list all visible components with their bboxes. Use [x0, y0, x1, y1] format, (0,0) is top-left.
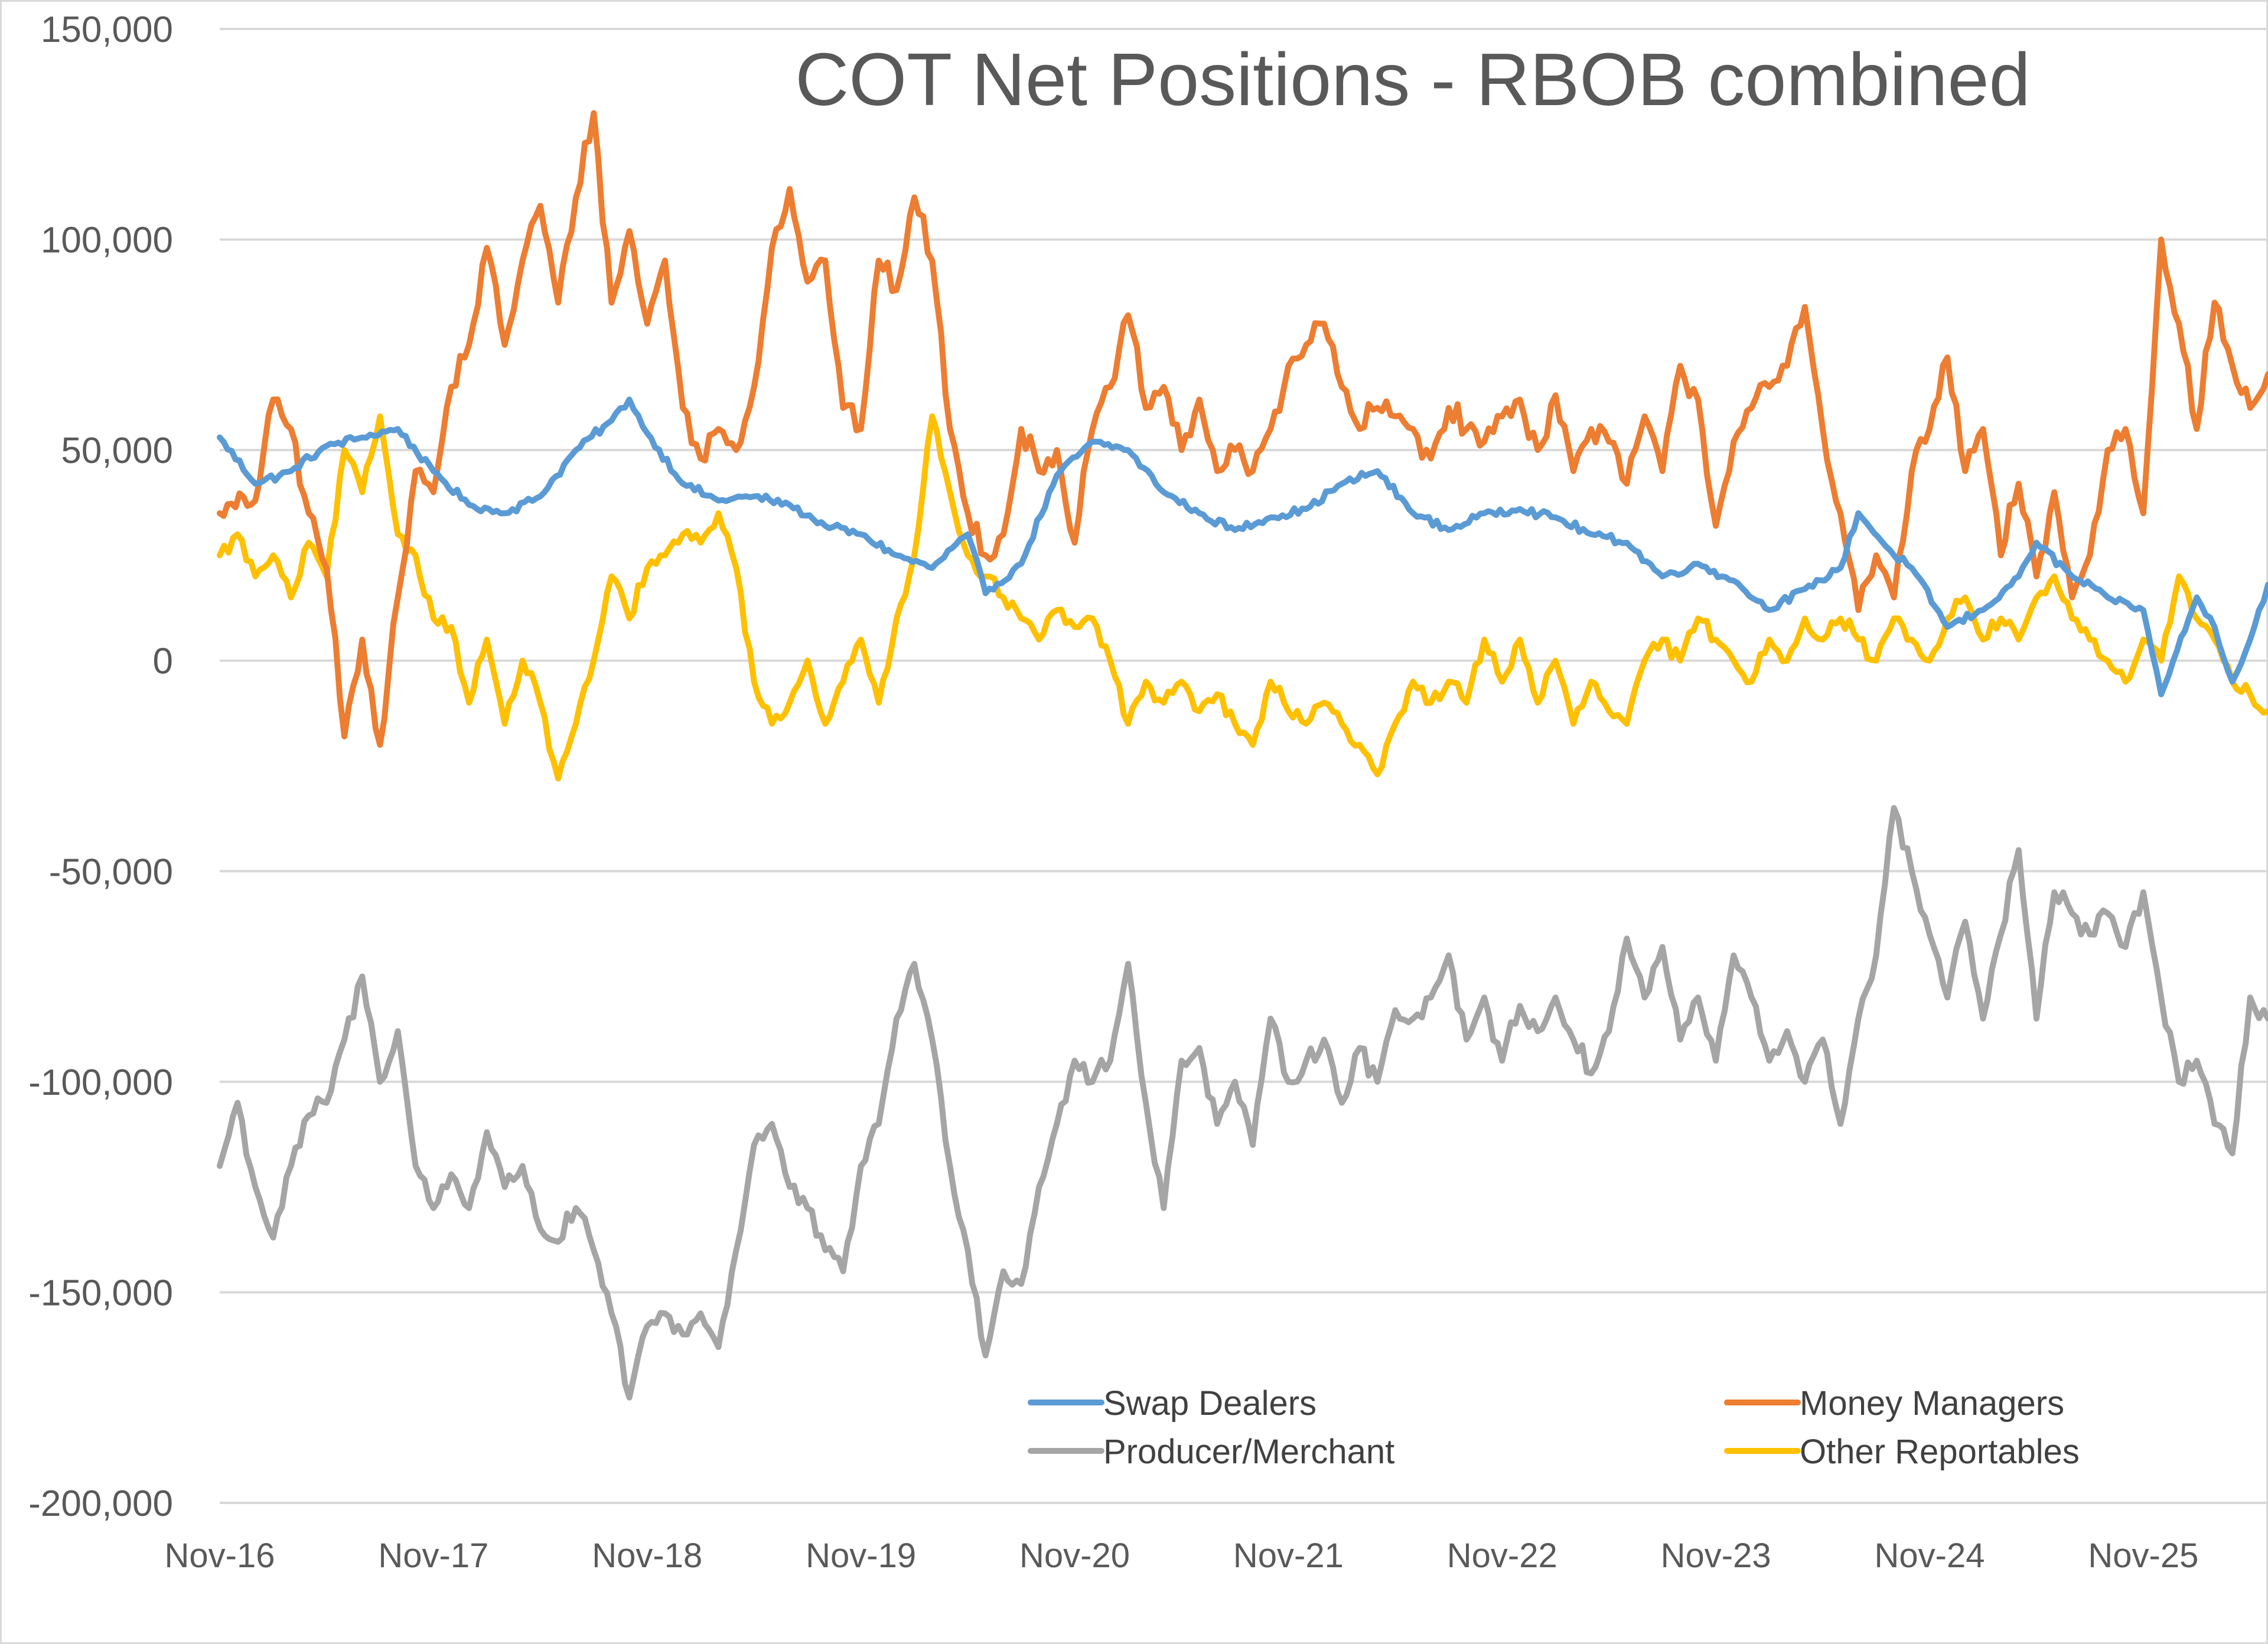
y-tick-label: -200,000	[28, 1483, 173, 1524]
y-axis-tick-labels: 150,000 100,000 50,000 0 -50,000 -100,000 -150…	[28, 9, 173, 1524]
series-line	[217, 396, 2268, 697]
legend-label: Money Managers	[1800, 1384, 2064, 1423]
x-tick-label: Nov-17	[378, 1537, 488, 1575]
x-tick-label: Nov-22	[1447, 1537, 1557, 1575]
series-line	[217, 413, 2268, 782]
y-tick-label: 150,000	[41, 9, 173, 50]
y-tick-label: -50,000	[49, 852, 173, 892]
x-tick-label: Nov-20	[1019, 1537, 1130, 1575]
x-tick-label: Nov-21	[1233, 1537, 1344, 1575]
series-lines	[217, 110, 2268, 1401]
x-tick-label: Nov-25	[2088, 1537, 2198, 1575]
series-line	[217, 110, 2268, 748]
x-tick-label: Nov-23	[1661, 1537, 1771, 1575]
x-tick-label: Nov-19	[806, 1537, 916, 1575]
series-line	[217, 805, 2268, 1401]
legend-label: Swap Dealers	[1103, 1384, 1317, 1423]
x-tick-label: Nov-16	[165, 1537, 275, 1575]
legend-label: Producer/Merchant	[1103, 1433, 1394, 1471]
y-tick-label: 50,000	[61, 430, 173, 471]
x-tick-label: Nov-24	[1875, 1537, 1985, 1575]
x-tick-label: Nov-18	[592, 1537, 702, 1575]
y-tick-label: 0	[153, 641, 173, 682]
legend-label: Other Reportables	[1800, 1433, 2080, 1471]
chart-title: COT Net Positions - RBOB combined	[795, 38, 2030, 121]
x-axis-tick-labels: Nov-16 Nov-17 Nov-18 Nov-19 Nov-20 Nov-21 Nov-…	[165, 1537, 2199, 1575]
y-tick-label: -150,000	[28, 1273, 173, 1313]
y-tick-label: 100,000	[41, 220, 173, 261]
legend: Swap Dealers Money Managers Producer/Merch…	[1028, 1384, 2080, 1471]
y-tick-label: -100,000	[28, 1062, 173, 1103]
